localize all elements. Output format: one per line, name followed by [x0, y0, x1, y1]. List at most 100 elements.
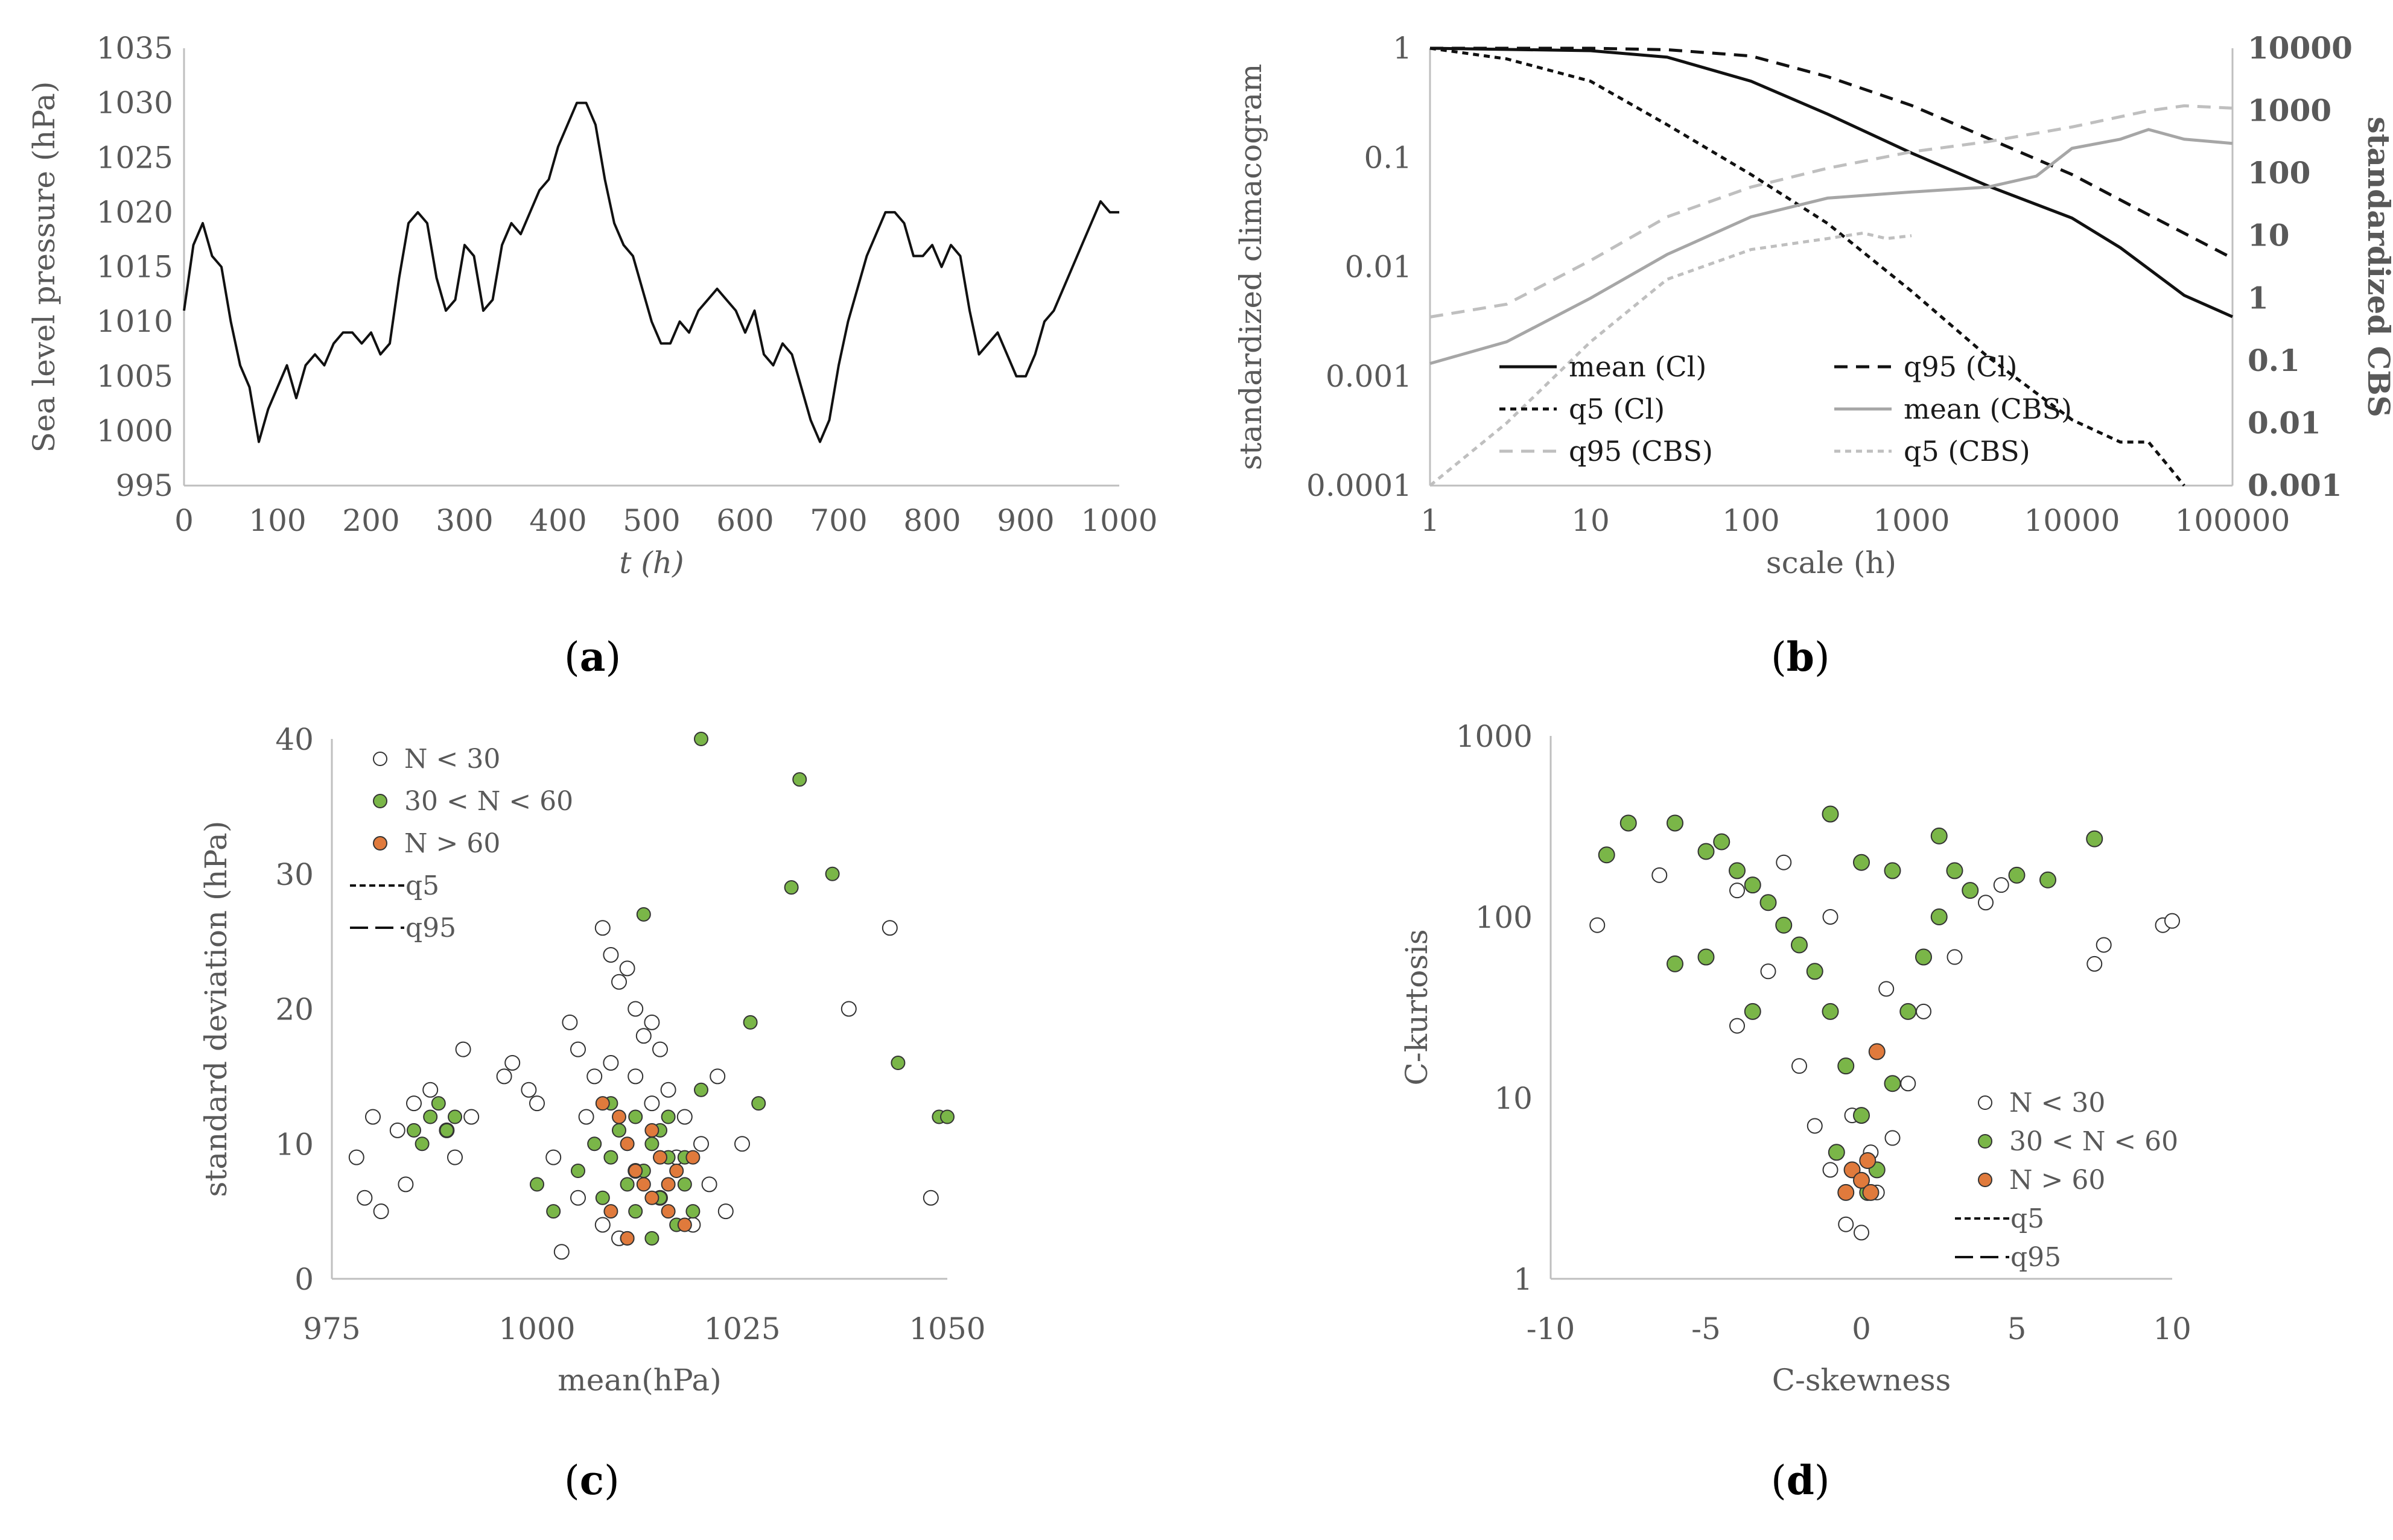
scatter-point: [1791, 1058, 1807, 1074]
x-tick-label: 800: [903, 503, 961, 538]
panel-d: 1 10 100 1000 -10 -5 0 5 10 N < 30 30 < N < 60 N > …: [1376, 712, 2281, 1424]
scatter-point: [743, 1015, 758, 1030]
scatter-point: [694, 1082, 708, 1097]
x-axis-label: t (h): [619, 545, 684, 580]
x-tick-label: 200: [342, 503, 399, 538]
scatter-point: [1807, 1118, 1823, 1134]
scatter-point: [431, 1096, 446, 1111]
x-tick-label: 10000: [2024, 503, 2120, 538]
scatter-point: [1822, 805, 1839, 823]
scatter-point: [1946, 949, 1963, 965]
scatter-point: [701, 1176, 717, 1193]
x-tick-label: 100000: [2175, 503, 2290, 538]
scatter-point: [546, 1204, 561, 1219]
scatter-point: [1744, 1003, 1761, 1020]
scatter-point: [2096, 937, 2112, 953]
scatter-point: [660, 1082, 676, 1098]
legend-label: N < 30: [404, 744, 500, 775]
y2-tick-label: 0.01: [2248, 405, 2321, 440]
legend-label: mean (CBS): [1904, 393, 2072, 425]
scatter-point: [1822, 909, 1838, 925]
scatter-point: [1651, 867, 1668, 883]
x-axis-label: C-skewness: [1772, 1363, 1951, 1398]
y-tick-label: 1015: [97, 250, 173, 285]
y-tick-label: 1000: [1456, 719, 1533, 754]
y-tick-label: 30: [275, 857, 314, 892]
scatter-point: [1619, 814, 1637, 832]
scatter-point: [751, 1096, 766, 1111]
scatter-point: [587, 1136, 602, 1152]
scatter-point: [677, 1177, 692, 1192]
x-tick-label: -10: [1527, 1311, 1575, 1346]
scatter-point: [422, 1082, 439, 1098]
scatter-point: [661, 1109, 676, 1124]
scatter-point: [611, 974, 627, 990]
legend-label: N < 30: [2009, 1088, 2105, 1118]
scatter-point: [1822, 1162, 1838, 1178]
panel-b: 0.0001 0.001 0.01 0.1 1 0.001 0.01 0.1 1 10 100 100…: [1213, 24, 2393, 615]
legend-swatch: [373, 794, 387, 808]
scatter-point: [1729, 862, 1746, 879]
scatter-point: [636, 907, 651, 922]
scatter-point: [2086, 830, 2103, 848]
scatter-point: [644, 1123, 659, 1138]
scatter-point: [628, 1001, 644, 1017]
scatter-point: [636, 1177, 651, 1192]
scatter-point: [710, 1068, 726, 1085]
x-tick-label: 0: [174, 503, 194, 538]
x-tick-label: 1050: [909, 1311, 985, 1346]
x-tick-label: 600: [716, 503, 774, 538]
legend-label: q5: [405, 870, 439, 901]
x-tick-label: 100: [249, 503, 306, 538]
pressure-line: [183, 101, 1119, 443]
scatter-point: [1713, 833, 1730, 851]
panel-label-c: (c): [564, 1457, 620, 1504]
scatter-point: [1884, 1075, 1901, 1092]
scatter-point: [496, 1068, 512, 1085]
scatter-point: [448, 1109, 462, 1124]
scatter-point: [1862, 1184, 1880, 1201]
scatter-point: [586, 1068, 603, 1085]
y-tick-label: 1005: [97, 359, 173, 394]
x-tick-label: 300: [436, 503, 493, 538]
scatter-point: [694, 732, 708, 746]
scatter-point: [415, 1136, 430, 1152]
scatter-point: [1759, 894, 1777, 911]
series-line-1: [1429, 46, 2234, 318]
scatter-point: [676, 1109, 693, 1125]
scatter-point: [1791, 936, 1808, 954]
scatter-point: [1993, 877, 2009, 893]
scatter-point: [693, 1136, 709, 1152]
scatter-point: [1697, 843, 1715, 860]
scatter-point: [439, 1123, 454, 1138]
x-tick-label: 1000: [1081, 503, 1157, 538]
scatter-point: [2039, 871, 2056, 889]
x-tick-label: 1: [1420, 503, 1440, 538]
scatter-point: [594, 920, 611, 936]
scatter-point: [357, 1190, 373, 1206]
scatter-point: [717, 1203, 734, 1220]
chart-d: 1 10 100 1000 -10 -5 0 5 10 N < 30 30 < N < 60 N > …: [1399, 719, 2191, 1398]
scatter-point: [570, 1190, 586, 1206]
scatter-point: [1899, 1003, 1917, 1020]
scatter-point: [595, 1096, 610, 1111]
x-tick-label: 975: [303, 1311, 360, 1346]
y-tick-label: 1: [1513, 1262, 1533, 1297]
series-line-6: [1429, 231, 1912, 487]
scatter-point: [661, 1204, 676, 1219]
y-axis-label: standardized climacogram: [1233, 64, 1268, 471]
y2-tick-label: 10000: [2248, 30, 2353, 66]
x-tick-label: 700: [810, 503, 867, 538]
scatter-point: [1729, 1018, 1745, 1034]
scatter-point: [1878, 981, 1895, 997]
y-tick-label: 0.01: [1345, 250, 1412, 285]
y-tick-label: 1: [1393, 31, 1412, 66]
scatter-point: [923, 1190, 939, 1206]
scatter-point: [578, 1109, 594, 1125]
chart-b: 0.0001 0.001 0.01 0.1 1 0.001 0.01 0.1 1 10 100 100…: [1233, 30, 2393, 580]
series-line-2: [1430, 46, 2234, 260]
scatter-point: [504, 1055, 521, 1071]
scatter-point: [1946, 862, 1963, 879]
scatter-point: [784, 880, 799, 895]
y2-tick-label: 1: [2248, 280, 2269, 315]
